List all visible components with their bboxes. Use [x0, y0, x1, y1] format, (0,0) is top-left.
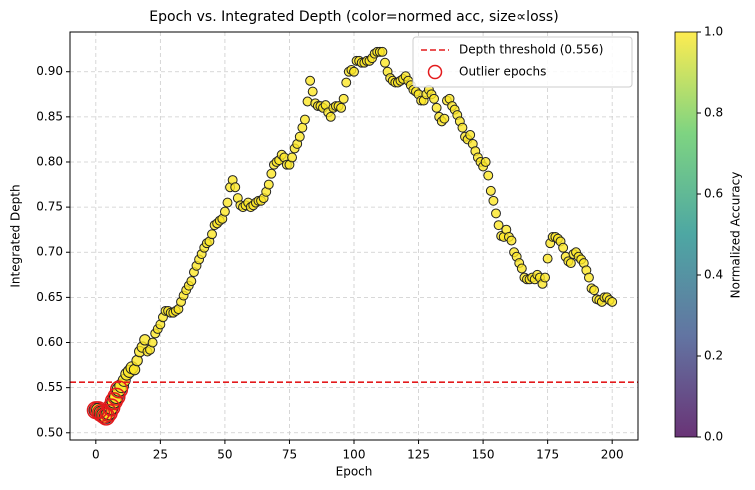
colorbar-tick-label: 0.4: [704, 268, 723, 282]
point: [542, 253, 553, 264]
point: [305, 75, 316, 86]
point: [263, 179, 274, 190]
point: [287, 152, 297, 163]
point: [222, 197, 233, 208]
point: [480, 157, 491, 167]
plot-frame: [69, 31, 639, 441]
y-tick-label: 0.85: [36, 109, 63, 123]
point: [565, 258, 576, 269]
point: [439, 113, 450, 124]
outlier-ring: [109, 380, 129, 399]
y-tick-label: 0.80: [36, 154, 63, 168]
point: [558, 242, 569, 253]
point: [485, 185, 496, 196]
colorbar-tick-label: 1.0: [704, 25, 723, 39]
outlier-ring: [91, 403, 111, 423]
point: [488, 195, 499, 206]
y-tick-label: 0.65: [36, 290, 63, 304]
legend-label: Outlier epochs: [459, 65, 546, 79]
y-tick-label: 0.90: [36, 64, 63, 78]
point: [493, 220, 504, 231]
x-tick-label: 125: [407, 448, 430, 462]
colorbar-label: Normalized Accuracy: [729, 172, 743, 299]
y-axis-label: Integrated Depth: [9, 184, 23, 287]
x-tick-label: 0: [92, 448, 100, 462]
point: [607, 296, 618, 307]
x-axis-label: Epoch: [336, 465, 373, 479]
colorbar: [674, 31, 698, 438]
colorbar-tick-label: 0.6: [704, 187, 723, 201]
point: [431, 102, 442, 113]
point: [297, 122, 308, 133]
x-tick-label: 75: [282, 448, 297, 462]
x-tick-label: 200: [601, 448, 624, 462]
x-tick-label: 100: [343, 448, 366, 462]
point: [336, 102, 347, 113]
legend-box: [412, 36, 633, 88]
point: [147, 337, 158, 348]
point: [219, 206, 230, 217]
point: [377, 46, 388, 57]
point: [230, 182, 241, 193]
point: [583, 272, 594, 283]
x-tick-label: 50: [217, 448, 232, 462]
point: [299, 114, 310, 125]
point: [491, 208, 501, 219]
outlier-ring: [97, 407, 116, 426]
x-tick-label: 25: [153, 448, 168, 462]
y-tick-label: 0.75: [36, 200, 63, 214]
point: [349, 66, 359, 77]
legend-label: Depth threshold (0.556): [459, 43, 603, 57]
y-tick-label: 0.70: [36, 245, 63, 259]
y-tick-label: 0.55: [36, 380, 63, 394]
x-tick-label: 175: [536, 448, 559, 462]
point: [589, 285, 600, 296]
point: [429, 93, 439, 104]
x-tick-label: 150: [472, 448, 495, 462]
point: [338, 93, 349, 104]
point: [465, 129, 476, 140]
point: [540, 272, 551, 283]
y-tick-label: 0.50: [36, 425, 63, 439]
legend-ring: [427, 64, 443, 80]
outlier-ring: [107, 387, 126, 406]
chart-title: Epoch vs. Integrated Depth (color=normed…: [149, 9, 558, 25]
point: [207, 229, 217, 240]
y-tick-label: 0.60: [36, 335, 63, 349]
colorbar-tick-label: 0.2: [704, 349, 723, 363]
point: [506, 235, 517, 246]
point: [380, 57, 390, 68]
point: [186, 276, 197, 287]
point: [266, 168, 277, 179]
point: [294, 131, 305, 142]
colorbar-tick-label: 0.8: [704, 106, 723, 120]
point: [341, 77, 352, 88]
point: [325, 111, 336, 122]
colorbar-tick-label: 0.0: [704, 430, 723, 444]
point: [457, 122, 468, 133]
point: [516, 263, 527, 274]
outlier-ring: [104, 392, 123, 411]
point: [307, 86, 318, 97]
point: [483, 170, 494, 181]
